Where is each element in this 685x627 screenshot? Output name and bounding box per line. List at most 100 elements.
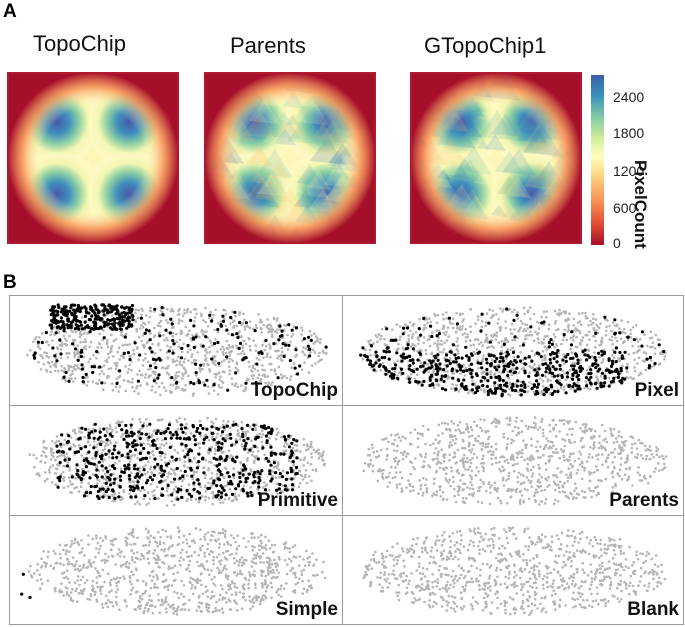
background-point: [58, 343, 62, 347]
highlight-point: [62, 329, 66, 333]
background-point: [395, 323, 399, 326]
background-point: [517, 390, 520, 394]
highlight-point: [489, 353, 493, 357]
highlight-point: [570, 364, 574, 368]
background-point: [579, 439, 583, 443]
highlight-point: [243, 444, 247, 448]
background-point: [453, 368, 457, 371]
highlight-point: [92, 436, 96, 440]
highlight-point: [219, 323, 223, 327]
background-point: [134, 308, 138, 312]
background-point: [546, 485, 549, 488]
background-point: [438, 343, 442, 346]
highlight-point: [100, 457, 104, 461]
background-point: [258, 321, 262, 324]
background-point: [297, 485, 301, 488]
highlight-point: [556, 374, 560, 378]
highlight-point: [89, 305, 93, 309]
tsne-panel-label: Pixel: [634, 380, 679, 401]
highlight-point: [539, 355, 543, 359]
highlight-point: [515, 366, 519, 370]
background-point: [116, 350, 119, 354]
highlight-point: [375, 355, 379, 359]
highlight-point: [241, 489, 245, 493]
highlight-point: [510, 388, 515, 392]
background-point: [516, 452, 520, 456]
highlight-point: [183, 469, 187, 474]
background-point: [621, 331, 625, 334]
background-point: [229, 426, 232, 429]
background-point: [488, 308, 491, 311]
background-point: [611, 490, 614, 494]
background-point: [207, 496, 211, 500]
background-point: [174, 374, 177, 377]
background-point: [569, 476, 573, 479]
background-point: [456, 468, 459, 472]
highlight-point: [324, 345, 328, 349]
background-point: [417, 492, 420, 495]
background-point: [106, 352, 110, 356]
background-point: [545, 437, 548, 440]
background-point: [571, 335, 575, 339]
background-point: [442, 454, 445, 458]
background-point: [433, 477, 436, 480]
background-point: [584, 380, 587, 383]
highlight-point: [511, 363, 515, 367]
highlight-point: [290, 483, 295, 487]
highlight-point: [583, 353, 587, 357]
background-point: [205, 351, 209, 354]
background-point: [191, 353, 194, 356]
highlight-point: [564, 355, 568, 359]
background-point: [35, 472, 38, 476]
highlight-point: [241, 358, 245, 362]
background-point: [67, 476, 71, 479]
background-point: [592, 489, 595, 493]
highlight-point: [77, 437, 81, 441]
background-point: [193, 320, 196, 323]
background-point: [86, 331, 89, 335]
highlight-point: [387, 357, 391, 361]
background-point: [240, 384, 243, 387]
highlight-point: [96, 311, 100, 315]
background-point: [497, 341, 501, 344]
background-point: [468, 448, 471, 452]
background-point: [84, 347, 88, 351]
highlight-point: [171, 339, 175, 343]
background-point: [441, 327, 445, 331]
highlight-point: [613, 318, 617, 322]
background-point: [45, 446, 48, 450]
background-point: [459, 325, 462, 329]
highlight-point: [129, 423, 133, 427]
highlight-point: [226, 388, 230, 392]
background-point: [184, 432, 187, 435]
highlight-point: [609, 364, 614, 368]
background-point: [153, 326, 156, 330]
background-point: [524, 337, 528, 341]
background-point: [388, 481, 392, 484]
highlight-point: [306, 344, 310, 348]
background-point: [171, 491, 175, 494]
highlight-point: [202, 471, 206, 475]
background-point: [268, 323, 272, 326]
highlight-point: [159, 464, 163, 468]
highlight-point: [66, 326, 70, 330]
highlight-point: [603, 315, 607, 319]
background-point: [561, 338, 565, 342]
highlight-point: [133, 467, 137, 471]
highlight-point: [123, 335, 127, 339]
highlight-point: [70, 342, 75, 346]
background-point: [459, 459, 462, 463]
background-point: [627, 475, 631, 478]
highlight-point: [264, 456, 268, 460]
background-point: [285, 376, 289, 380]
highlight-point: [269, 445, 273, 449]
background-point: [182, 366, 185, 369]
background-point: [404, 437, 407, 440]
background-point: [140, 339, 143, 343]
highlight-point: [201, 456, 205, 460]
highlight-point: [231, 423, 235, 427]
highlight-point: [48, 323, 52, 327]
background-point: [393, 438, 396, 442]
highlight-point: [220, 486, 224, 490]
highlight-point: [127, 473, 131, 478]
